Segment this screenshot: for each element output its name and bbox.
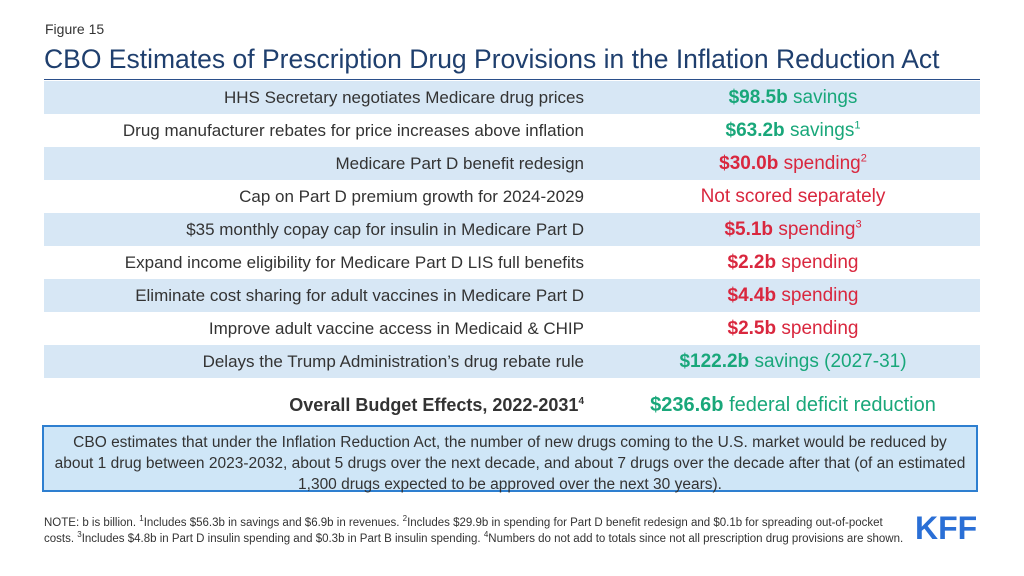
provision-label: Drug manufacturer rebates for price incr…: [122, 120, 584, 140]
provision-label: $35 monthly copay cap for insulin in Med…: [186, 219, 584, 239]
provision-value: $98.5b savings: [728, 86, 858, 108]
title-divider: [44, 79, 980, 80]
table-row: HHS Secretary negotiates Medicare drug p…: [44, 81, 980, 114]
provision-value: $5.1b spending3: [724, 218, 862, 240]
provision-label: Improve adult vaccine access in Medicaid…: [208, 318, 584, 338]
provision-label: Eliminate cost sharing for adult vaccine…: [135, 285, 584, 305]
provision-label: Expand income eligibility for Medicare P…: [124, 252, 584, 272]
provision-label: Delays the Trump Administration’s drug r…: [202, 351, 584, 371]
provision-label: Cap on Part D premium growth for 2024-20…: [239, 186, 584, 206]
footnote-item: Includes $4.8b in Part D insulin spendin…: [81, 533, 481, 545]
figure-label: Figure 15: [45, 21, 105, 37]
provision-value: $4.4b spending: [727, 284, 859, 306]
table-row: Medicare Part D benefit redesign $30.0b s…: [44, 147, 980, 180]
cbo-note-box: CBO estimates that under the Inflation R…: [42, 425, 978, 493]
logo-text: KFF: [915, 512, 977, 542]
table-row: Drug manufacturer rebates for price incr…: [44, 114, 980, 147]
table-row: Improve adult vaccine access in Medicaid…: [44, 312, 980, 345]
footnote-item: Includes $29.9b in spending for Part D b…: [44, 517, 883, 545]
page-title: CBO Estimates of Prescription Drug Provi…: [44, 44, 940, 74]
provision-label: Medicare Part D benefit redesign: [335, 153, 584, 173]
provision-label: HHS Secretary negotiates Medicare drug p…: [224, 87, 584, 107]
total-row: Overall Budget Effects, 2022-20314 $236.…: [44, 389, 980, 421]
footnote-prefix: NOTE: b is billion.: [44, 517, 137, 529]
provision-value: $2.2b spending: [727, 251, 859, 273]
provision-value: $122.2b savings (2027-31): [679, 350, 907, 372]
table-row: $35 monthly copay cap for insulin in Med…: [44, 213, 980, 246]
table-row: Cap on Part D premium growth for 2024-20…: [44, 180, 980, 213]
total-value: $236.6b federal deficit reduction: [650, 393, 936, 416]
table-row: Delays the Trump Administration’s drug r…: [44, 345, 980, 378]
kff-logo: KFF: [915, 510, 987, 546]
provision-value: $2.5b spending: [727, 317, 859, 339]
provision-value: $30.0b spending2: [719, 152, 867, 174]
table-row: Eliminate cost sharing for adult vaccine…: [44, 279, 980, 312]
footnote-item: Includes $56.3b in savings and $6.9b in …: [143, 517, 400, 529]
provision-value: Not scored separately: [700, 185, 886, 207]
provision-value: $63.2b savings1: [725, 119, 861, 141]
footnote-item: Numbers do not add to totals since not a…: [488, 533, 904, 545]
footnote: NOTE: b is billion. 1Includes $56.3b in …: [44, 514, 904, 545]
table-row: Expand income eligibility for Medicare P…: [44, 246, 980, 279]
total-label: Overall Budget Effects, 2022-20314: [289, 394, 584, 415]
provisions-table: HHS Secretary negotiates Medicare drug p…: [44, 81, 980, 378]
